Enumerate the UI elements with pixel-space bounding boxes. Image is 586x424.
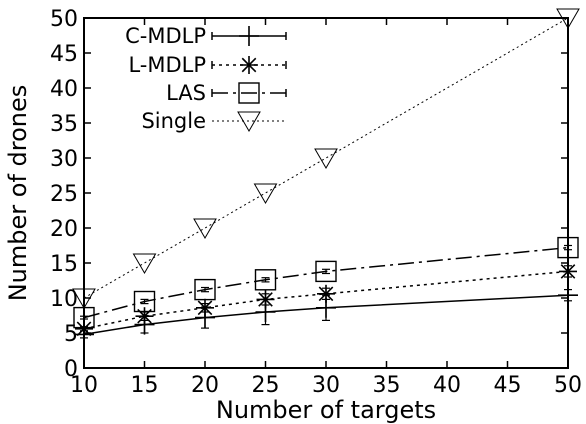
marker-triangle-down — [193, 218, 217, 239]
data-point-l-mdlp — [256, 290, 275, 309]
x-tick-label: 20 — [191, 373, 219, 398]
data-point-l-mdlp — [317, 284, 335, 303]
data-point-single — [132, 253, 157, 274]
y-axis-title: Number of drones — [4, 85, 32, 302]
x-tick-label: 35 — [373, 373, 401, 398]
x-tick-label: 50 — [554, 373, 582, 398]
legend-item-single: Single — [141, 109, 286, 133]
y-tick-label: 10 — [50, 287, 78, 312]
series-line-l-mdlp — [83, 270, 569, 330]
data-point-single — [253, 183, 278, 204]
y-tick-label: 45 — [50, 42, 78, 67]
legend-label-single: Single — [141, 109, 206, 133]
marker-asterisk-stroke — [258, 292, 273, 307]
legend-label-las: LAS — [166, 81, 206, 105]
data-point-las — [254, 269, 277, 291]
marker-asterisk-stroke — [318, 286, 334, 302]
marker-triangle-down — [132, 253, 157, 274]
legend-marker-las — [238, 82, 260, 104]
y-tick-label: 25 — [50, 182, 78, 207]
error-bar-las — [261, 277, 270, 283]
y-tick-label: 20 — [50, 217, 78, 242]
legend-marker-single — [237, 111, 261, 132]
y-tick-label: 30 — [50, 147, 78, 172]
legend-item-las: LAS — [166, 81, 287, 105]
data-point-las — [133, 290, 156, 313]
y-axis: 0 5 10 15 20 25 30 35 40 45 50 — [50, 7, 568, 382]
legend-label-c-mdlp: C-MDLP — [125, 24, 206, 48]
x-tick-label: 40 — [433, 373, 461, 398]
x-axis: 10 15 20 25 30 35 40 45 50 — [70, 18, 582, 398]
y-tick-label: 5 — [64, 322, 78, 347]
x-tick-label: 45 — [494, 373, 522, 398]
legend: C-MDLP L-MDLP LAS Single — [125, 24, 287, 133]
legend-marker-l-mdlp — [240, 56, 258, 74]
error-bar-las — [201, 286, 209, 293]
marker-square — [238, 82, 260, 104]
y-tick-label: 35 — [50, 112, 78, 137]
marker-triangle-down — [314, 148, 338, 169]
legend-label-l-mdlp: L-MDLP — [128, 53, 206, 77]
legend-item-l-mdlp: L-MDLP — [128, 53, 287, 77]
error-bar-las — [140, 298, 149, 305]
marker-square — [254, 269, 277, 291]
marker-asterisk-stroke — [197, 300, 213, 316]
x-axis-title: Number of targets — [216, 396, 436, 424]
x-tick-label: 15 — [131, 373, 159, 398]
marker-asterisk-stroke — [241, 57, 257, 73]
series-line-c-mdlp — [83, 294, 569, 336]
data-point-single — [193, 218, 217, 239]
x-tick-label: 25 — [252, 373, 280, 398]
y-tick-label: 15 — [50, 252, 78, 277]
marker-square — [194, 278, 216, 301]
data-point-single — [314, 148, 338, 169]
data-point-l-mdlp — [135, 307, 154, 326]
y-tick-label: 0 — [64, 357, 78, 382]
legend-marker-c-mdlp — [239, 26, 259, 46]
error-bar-las — [322, 268, 330, 275]
data-point-las — [315, 260, 337, 283]
legend-item-c-mdlp: C-MDLP — [125, 24, 287, 48]
marker-triangle-down — [253, 183, 278, 204]
y-tick-label: 50 — [50, 7, 78, 32]
series-line-single — [83, 17, 569, 299]
marker-square — [133, 290, 156, 313]
y-tick-label: 40 — [50, 77, 78, 102]
marker-square — [315, 260, 337, 283]
marker-triangle-down — [237, 111, 261, 132]
data-point-las — [194, 278, 216, 301]
data-point-l-mdlp — [196, 298, 214, 317]
x-tick-label: 10 — [70, 373, 98, 398]
x-tick-label: 30 — [312, 373, 340, 398]
